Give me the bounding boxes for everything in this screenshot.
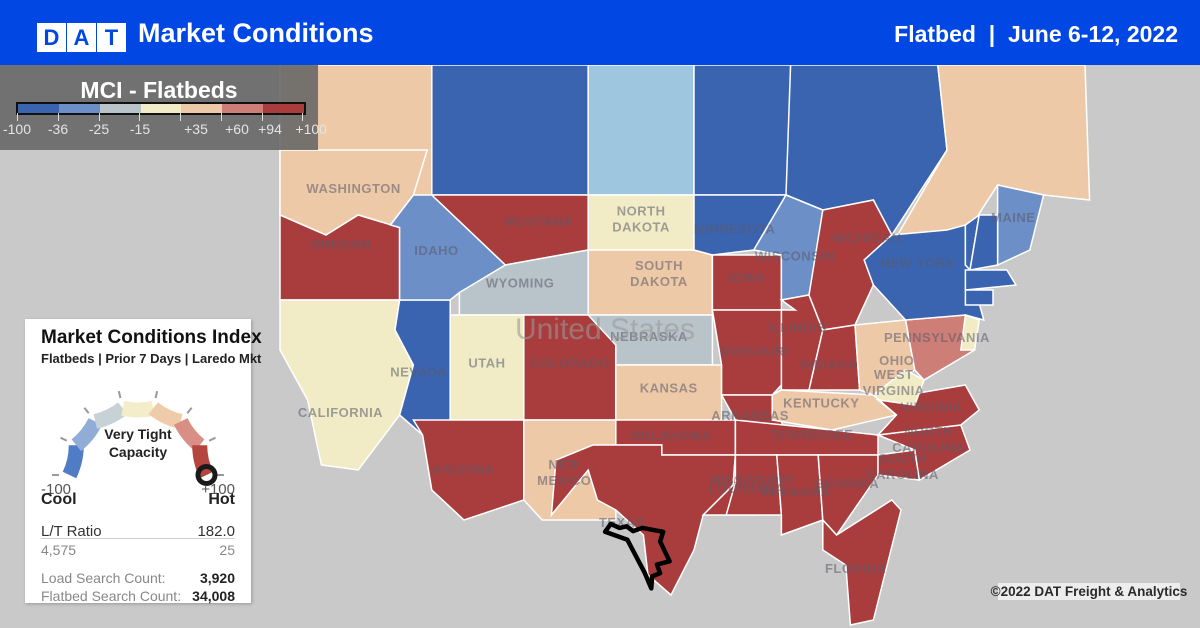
svg-text:NORTH: NORTH <box>617 204 666 219</box>
svg-text:UTAH: UTAH <box>468 356 505 371</box>
svg-text:DAKOTA: DAKOTA <box>630 274 688 289</box>
svg-text:COLORADO: COLORADO <box>530 356 610 371</box>
svg-text:MINNESOTA: MINNESOTA <box>694 221 776 236</box>
svg-text:WEST: WEST <box>874 367 914 382</box>
svg-text:OHIO: OHIO <box>879 353 914 368</box>
svg-text:TEXAS: TEXAS <box>599 515 645 530</box>
svg-text:MEXICO: MEXICO <box>537 473 591 488</box>
svg-text:IDAHO: IDAHO <box>414 243 458 258</box>
svg-text:ARKANSAS: ARKANSAS <box>711 408 789 423</box>
svg-text:NEW: NEW <box>548 457 580 472</box>
svg-text:IOWA: IOWA <box>729 271 766 286</box>
svg-text:ILLINOIS: ILLINOIS <box>768 320 827 335</box>
svg-text:SOUTH: SOUTH <box>635 258 683 273</box>
svg-text:PENNSYLVANIA: PENNSYLVANIA <box>884 330 990 345</box>
svg-text:MAINE: MAINE <box>991 210 1035 225</box>
svg-text:MICHIGAN: MICHIGAN <box>832 231 902 246</box>
svg-text:KANSAS: KANSAS <box>640 381 698 396</box>
svg-text:WISCONSIN: WISCONSIN <box>755 249 835 264</box>
svg-text:CALIFORNIA: CALIFORNIA <box>298 405 383 420</box>
svg-text:INDIANA: INDIANA <box>800 357 858 372</box>
svg-text:ARIZONA: ARIZONA <box>432 462 495 477</box>
svg-text:VIRGINIA: VIRGINIA <box>900 400 962 415</box>
svg-text:CAROLINA: CAROLINA <box>866 467 939 482</box>
svg-text:KENTUCKY: KENTUCKY <box>783 396 859 411</box>
svg-text:TENNESSEE: TENNESSEE <box>770 427 853 442</box>
svg-text:FLORIDA: FLORIDA <box>825 561 886 576</box>
svg-text:OKLAHOMA: OKLAHOMA <box>631 428 712 443</box>
svg-text:MONTANA: MONTANA <box>504 214 573 229</box>
svg-text:VIRGINIA: VIRGINIA <box>863 383 925 398</box>
svg-text:WYOMING: WYOMING <box>486 276 555 291</box>
svg-text:OREGON: OREGON <box>310 237 371 252</box>
svg-text:CAROLINA: CAROLINA <box>892 440 965 455</box>
svg-text:DAKOTA: DAKOTA <box>612 220 670 235</box>
svg-text:NEW YORK: NEW YORK <box>881 256 956 271</box>
svg-text:NORTH: NORTH <box>904 424 953 439</box>
svg-text:NEVADA: NEVADA <box>390 364 447 379</box>
svg-text:WASHINGTON: WASHINGTON <box>306 181 400 196</box>
